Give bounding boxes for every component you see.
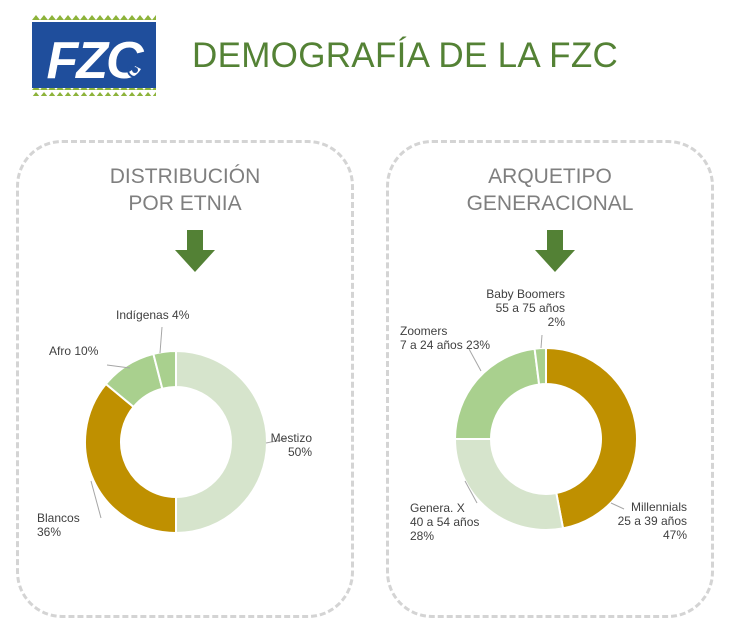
data-label-line: Afro 10% [49,344,99,358]
data-label-mestizo: Mestizo 50% [271,431,313,459]
data-label-line: 7 a 24 años 23% [400,338,490,352]
slice-mestizo [175,349,268,535]
data-label-line: Millennials [631,500,687,514]
leader-line-baby-boomers [540,334,543,349]
donut-chart-generations: Millennials 25 a 39 años 47% Genera. X 40 a … [400,287,688,543]
leader-line-millennials [610,502,625,510]
leader-line-indigenas [159,326,163,354]
down-arrow-icon [175,230,215,272]
data-label-line: 55 a 75 años [496,301,565,315]
data-label-millennials: Millennials 25 a 39 años 47% [618,500,688,542]
chart-title-ethnicity: DISTRIBUCIÓN POR ETNIA [19,163,351,217]
data-label-line: 50% [288,445,312,459]
data-label-line: Baby Boomers [486,287,565,301]
slice-indigenas [152,349,177,390]
slice-millennials [545,346,638,530]
data-label-line: Mestizo [271,431,313,445]
data-label-afro: Afro 10% [49,344,99,358]
data-label-genera-x: Genera. X 40 a 54 años 28% [410,501,479,543]
data-label-line: 25 a 39 años [618,514,687,528]
panel-ethnicity: DISTRIBUCIÓN POR ETNIA Mestizo 50% Blancos… [16,140,354,618]
data-label-line: Zoomers [400,324,447,338]
panel-generations: ARQUETIPO GENERACIONAL Millennials 25 a 3… [386,140,714,618]
data-label-line: 47% [663,528,687,542]
leader-line-zoomers [468,348,482,372]
slice-baby-boomers [533,346,547,386]
data-label-blancos: Blancos 36% [37,511,80,539]
fzc-logo: FZC [32,14,156,96]
leader-line-blancos [90,480,102,519]
data-label-line: Genera. X [410,501,465,515]
svg-text:FZC: FZC [46,32,145,90]
data-label-line: 40 a 54 años [410,515,479,529]
data-label-line: Blancos [37,511,80,525]
leader-line-afro [106,364,131,369]
chart-title-line: DISTRIBUCIÓN [109,165,261,188]
chart-title-line: ARQUETIPO [488,165,612,188]
data-label-line: 36% [37,525,61,539]
page-title: DEMOGRAFÍA DE LA FZC [192,36,619,75]
data-label-line: Indígenas 4% [116,308,190,322]
chart-title-line: POR ETNIA [128,192,242,215]
data-label-line: 2% [548,315,566,329]
slice-blancos [84,382,177,535]
slice-zoomers [453,347,541,440]
donut-chart-ethnicity: Mestizo 50% Blancos 36% Afro 10% Indígenas 4% [37,308,313,539]
leader-line-mestizo [265,438,288,444]
slice-genera-x [453,438,565,531]
chart-title-line: GENERACIONAL [466,192,634,215]
data-label-indigenas: Indígenas 4% [116,308,190,322]
down-arrow-icon [535,230,575,272]
data-label-baby-boomers: Baby Boomers 55 a 75 años 2% [486,287,565,329]
data-label-line: 28% [410,529,434,543]
leader-line-genera-x [464,480,478,504]
chart-title-generations: ARQUETIPO GENERACIONAL [389,163,711,217]
data-label-zoomers: Zoomers 7 a 24 años 23% [400,324,490,352]
